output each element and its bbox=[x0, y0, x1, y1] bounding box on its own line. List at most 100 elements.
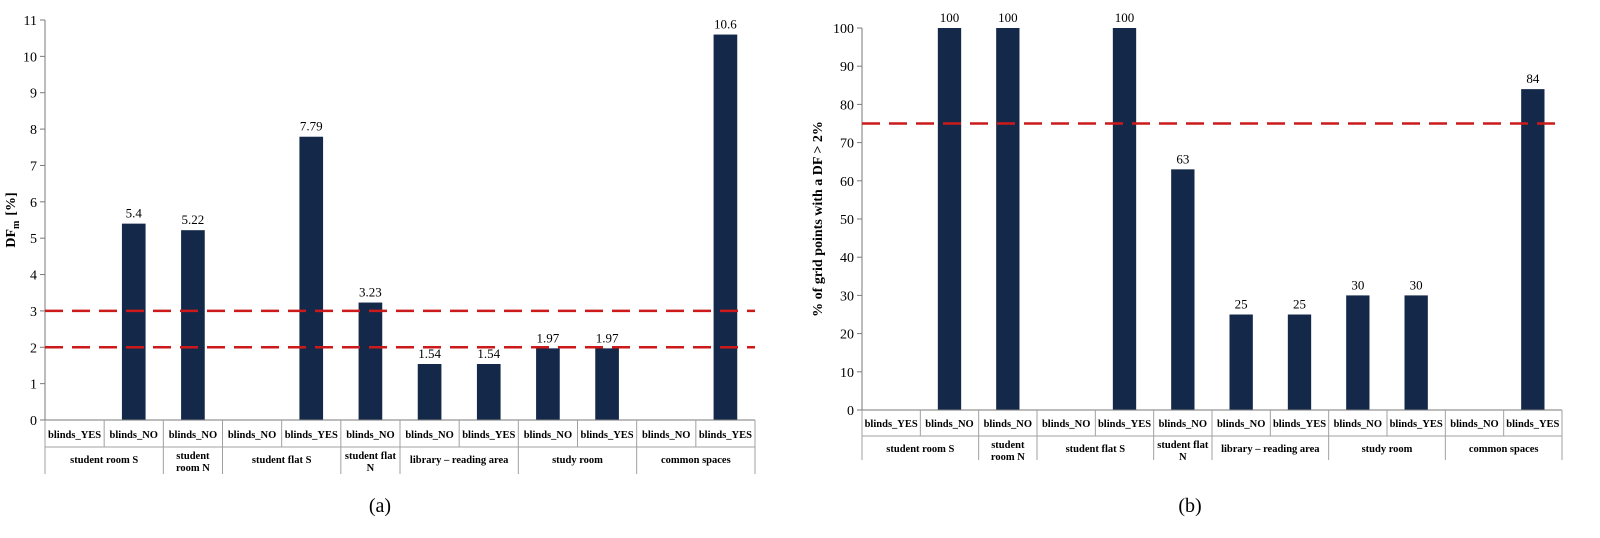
y-axis-title-main: DF bbox=[4, 229, 19, 248]
data-label: 5.22 bbox=[182, 212, 205, 227]
group-label-line: room N bbox=[991, 452, 1025, 463]
y-tick-label: 70 bbox=[840, 137, 854, 152]
group-label-line: student room S bbox=[886, 444, 954, 455]
y-tick-label: 60 bbox=[840, 175, 854, 190]
category-label: blinds_YES bbox=[1390, 419, 1443, 430]
y-tick-label: 3 bbox=[30, 305, 37, 320]
group-label-line: common spaces bbox=[661, 455, 731, 466]
category-label: blinds_NO bbox=[524, 430, 572, 441]
group-label-line: student flat bbox=[345, 451, 397, 462]
bar bbox=[1287, 314, 1312, 410]
data-label: 30 bbox=[1410, 277, 1423, 292]
category-label: blinds_NO bbox=[642, 430, 690, 441]
y-tick-label: 8 bbox=[30, 123, 37, 138]
group-label-line: student flat bbox=[1157, 440, 1209, 451]
bar bbox=[417, 364, 442, 420]
y-tick-label: 1 bbox=[30, 378, 37, 393]
data-label: 100 bbox=[940, 10, 960, 25]
group-label-line: common spaces bbox=[1469, 444, 1539, 455]
group-label-line: library – reading area bbox=[410, 455, 509, 466]
category-label: blinds_YES bbox=[48, 430, 101, 441]
data-label: 63 bbox=[1176, 151, 1189, 166]
group-label-line: study room bbox=[552, 455, 603, 466]
category-label: blinds_YES bbox=[1506, 419, 1559, 430]
panel-label: (a) bbox=[369, 495, 391, 517]
category-label: blinds_NO bbox=[1217, 419, 1265, 430]
group-label: student flat S bbox=[1066, 444, 1126, 455]
group-label: library – reading area bbox=[1221, 444, 1320, 455]
category-label: blinds_NO bbox=[405, 430, 453, 441]
data-label: 84 bbox=[1526, 71, 1540, 86]
bar bbox=[1521, 89, 1545, 411]
bar bbox=[1404, 295, 1428, 410]
y-tick-label: 10 bbox=[23, 50, 37, 65]
category-label: blinds_NO bbox=[169, 430, 217, 441]
group-label: common spaces bbox=[661, 455, 731, 466]
data-label: 1.97 bbox=[596, 330, 619, 345]
group-label: library – reading area bbox=[410, 455, 509, 466]
group-label-line: student flat S bbox=[1066, 444, 1126, 455]
y-tick-label: 9 bbox=[30, 87, 37, 102]
group-label-line: student bbox=[176, 451, 210, 462]
bar bbox=[536, 348, 560, 420]
y-tick-label: 0 bbox=[847, 404, 854, 419]
category-label: blinds_YES bbox=[1098, 419, 1151, 430]
y-tick-label: 0 bbox=[30, 414, 37, 429]
group-label: student flat S bbox=[252, 455, 312, 466]
group-label-line: N bbox=[1179, 452, 1187, 463]
group-label: student flat N bbox=[345, 451, 397, 474]
group-label: student room S bbox=[70, 455, 138, 466]
chart-panel-a: 0 1 2 3 4 5 6 7 8 9 10 11 5.4 5.22 7.79 3.23 1.54 1.54 1.9… bbox=[4, 14, 756, 517]
y-axis-title: % of grid points with a DF > 2% bbox=[811, 121, 826, 317]
bar bbox=[1171, 169, 1195, 410]
group-label-line: N bbox=[367, 463, 375, 474]
bar bbox=[1229, 314, 1253, 410]
y-tick-label: 11 bbox=[24, 14, 37, 29]
y-axis-title-subscript: m bbox=[11, 220, 22, 229]
y-tick-label: 7 bbox=[30, 159, 37, 174]
group-label-line: student room S bbox=[70, 455, 138, 466]
data-label: 10.6 bbox=[714, 17, 737, 32]
y-axis-title-unit: [%] bbox=[4, 192, 19, 215]
bar bbox=[996, 28, 1020, 410]
category-label: blinds_YES bbox=[462, 430, 515, 441]
category-label: blinds_YES bbox=[285, 430, 338, 441]
bar bbox=[299, 136, 324, 420]
group-label-line: study room bbox=[1362, 444, 1413, 455]
group-label-line: library – reading area bbox=[1221, 444, 1320, 455]
category-label: blinds_YES bbox=[581, 430, 634, 441]
group-label: study room bbox=[1362, 444, 1413, 455]
y-tick-label: 2 bbox=[30, 341, 37, 356]
y-tick-label: 5 bbox=[30, 232, 37, 247]
group-label-line: student flat S bbox=[252, 455, 312, 466]
data-label: 5.4 bbox=[126, 206, 143, 221]
bar bbox=[713, 34, 738, 420]
y-tick-label: 100 bbox=[833, 22, 854, 37]
data-label: 100 bbox=[998, 10, 1018, 25]
panel-label: (b) bbox=[1178, 495, 1201, 517]
data-label: 1.97 bbox=[537, 330, 560, 345]
category-label: blinds_NO bbox=[228, 430, 276, 441]
category-label: blinds_YES bbox=[699, 430, 752, 441]
bar bbox=[1112, 28, 1137, 410]
category-label: blinds_YES bbox=[865, 419, 918, 430]
chart-panel-b: 0 10 20 30 40 50 60 70 80 90 100 100 100 100 63 25 25 30 3… bbox=[811, 10, 1563, 517]
group-label-line: room N bbox=[176, 463, 210, 474]
category-label: blinds_NO bbox=[984, 419, 1032, 430]
y-tick-label: 10 bbox=[840, 366, 854, 381]
data-label: 30 bbox=[1351, 277, 1364, 292]
group-label: student room S bbox=[886, 444, 954, 455]
y-tick-label: 50 bbox=[840, 213, 854, 228]
y-tick-label: 6 bbox=[30, 196, 37, 211]
y-tick-label: 90 bbox=[840, 60, 854, 75]
category-label: blinds_NO bbox=[1159, 419, 1207, 430]
category-label: blinds_NO bbox=[1042, 419, 1090, 430]
group-label: student flat N bbox=[1157, 440, 1209, 463]
data-label: 1.54 bbox=[477, 346, 500, 361]
y-tick-label: 80 bbox=[840, 98, 854, 113]
data-label: 3.23 bbox=[359, 285, 382, 300]
y-tick-label: 4 bbox=[30, 269, 37, 284]
group-label: study room bbox=[552, 455, 603, 466]
bar bbox=[121, 223, 146, 420]
y-tick-label: 20 bbox=[840, 328, 854, 343]
